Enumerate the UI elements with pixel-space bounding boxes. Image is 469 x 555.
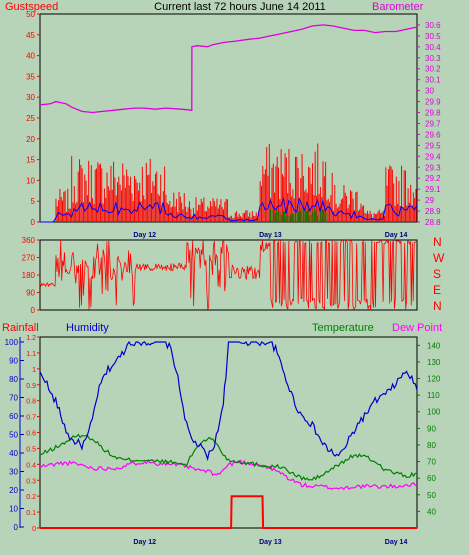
rainfall-y-tick-label: 0.1	[26, 510, 36, 517]
wind-x-tick-label: Day 12	[133, 232, 156, 239]
temperature-line	[39, 433, 418, 481]
barometer-y-tick-label: 29.6	[425, 130, 441, 139]
gust-y-tick-label: 10	[26, 176, 35, 185]
direction-compass-label: N	[433, 235, 442, 249]
rainfall-y-tick-label: 0.8	[26, 399, 36, 406]
rain-x-tick-label: Day 13	[259, 539, 282, 546]
barometer-y-tick-label: 29.2	[425, 174, 441, 183]
humidity-y-tick-label: 70	[9, 394, 18, 403]
temperature-y-tick-label: 80	[427, 441, 436, 450]
gust-y-tick-label: 40	[26, 52, 35, 61]
humidity-y-tick-label: 90	[9, 357, 18, 366]
barometer-line	[39, 24, 418, 114]
gust-y-tick-label: 5	[31, 197, 36, 206]
barometer-y-tick-label: 30.1	[425, 76, 441, 85]
gust-y-tick-label: 25	[26, 114, 35, 123]
temperature-y-tick-label: 90	[427, 424, 436, 433]
temperature-y-tick-label: 130	[427, 358, 441, 367]
temperature-y-tick-label: 120	[427, 375, 441, 384]
barometer-y-tick-label: 29.7	[425, 119, 441, 128]
gust-y-tick-label: 35	[26, 72, 35, 81]
direction-y-tick-label: 180	[22, 271, 36, 280]
humidity-line	[39, 340, 418, 462]
barometer-y-tick-label: 29	[425, 196, 434, 205]
barometer-y-tick-label: 29.5	[425, 141, 441, 150]
humidity-y-tick-label: 20	[9, 486, 18, 495]
temperature-y-tick-label: 40	[427, 507, 436, 516]
barometer-y-tick-label: 30.3	[425, 54, 441, 63]
barometer-y-tick-label: 30.2	[425, 65, 441, 74]
direction-y-tick-label: 360	[22, 236, 36, 245]
rain-x-tick-label: Day 12	[133, 539, 156, 546]
direction-y-tick-label: 270	[22, 254, 36, 263]
rainfall-y-tick-label: 0.7	[26, 415, 36, 422]
rainfall-y-tick-label: 0.3	[26, 478, 36, 485]
wind-x-tick-label: Day 14	[385, 232, 408, 239]
barometer-y-tick-label: 29.3	[425, 163, 441, 172]
gust-y-tick-label: 50	[26, 10, 35, 19]
rainfall-y-tick-label: 1.1	[26, 351, 36, 358]
gustspeed-axis-title: Gustspeed	[5, 1, 58, 13]
humidity-y-tick-label: 60	[9, 412, 18, 421]
barometer-y-tick-label: 29.8	[425, 109, 441, 118]
temperature-y-tick-label: 50	[427, 491, 436, 500]
humidity-y-tick-label: 80	[9, 375, 18, 384]
temperature-y-tick-label: 70	[427, 458, 436, 467]
rainfall-y-tick-label: 1	[32, 367, 36, 374]
temperature-axis-title: Temperature	[312, 322, 374, 334]
rainfall-y-tick-label: 0.9	[26, 383, 36, 390]
rainfall-y-tick-label: 0.2	[26, 494, 36, 501]
gust-y-tick-label: 30	[26, 93, 35, 102]
direction-compass-label: S	[433, 267, 441, 281]
rainfall-line	[40, 495, 417, 529]
gust-y-tick-label: 45	[26, 31, 35, 40]
gust-y-tick-label: 0	[31, 218, 36, 227]
rainfall-y-tick-label: 0.4	[26, 462, 36, 469]
barometer-y-tick-label: 30	[425, 87, 434, 96]
rainfall-y-tick-label: 0	[32, 526, 36, 533]
direction-y-tick-label: 90	[26, 289, 35, 298]
direction-compass-label: W	[433, 251, 445, 265]
chart-marks: 0510152025303540455028.828.92929.129.229…	[5, 10, 445, 546]
barometer-y-tick-label: 30.5	[425, 32, 441, 41]
temperature-y-tick-label: 110	[427, 391, 440, 400]
gust-y-tick-label: 15	[26, 156, 35, 165]
barometer-y-tick-label: 29.1	[425, 185, 441, 194]
rainfall-axis-title: Rainfall	[2, 322, 39, 334]
rainfall-y-tick-label: 0.5	[26, 446, 36, 453]
humidity-y-tick-label: 40	[9, 449, 18, 458]
barometer-y-tick-label: 30.4	[425, 43, 441, 52]
chart-title: Current last 72 hours June 14 2011	[154, 1, 326, 13]
gust-y-tick-label: 20	[26, 135, 35, 144]
wind-speed-line	[40, 196, 418, 223]
barometer-y-tick-label: 30.6	[425, 21, 441, 30]
barometer-y-tick-label: 28.9	[425, 207, 441, 216]
barometer-y-tick-label: 29.9	[425, 98, 441, 107]
temperature-y-tick-label: 60	[427, 474, 436, 483]
humidity-y-tick-label: 0	[14, 523, 19, 532]
humidity-y-tick-label: 10	[9, 505, 18, 514]
humidity-axis-title: Humidity	[66, 322, 109, 334]
rainfall-y-tick-label: 0.6	[26, 431, 36, 438]
temperature-y-tick-label: 140	[427, 341, 441, 350]
direction-compass-label: N	[433, 299, 442, 313]
barometer-y-tick-label: 28.8	[425, 218, 441, 227]
barometer-axis-title: Barometer	[372, 1, 424, 13]
temperature-y-tick-label: 100	[427, 408, 441, 417]
barometer-y-tick-label: 29.4	[425, 152, 441, 161]
wind-direction-trace	[39, 238, 417, 311]
dew-point-axis-title: Dew Point	[392, 322, 442, 334]
humidity-y-tick-label: 100	[5, 338, 19, 347]
wind-x-tick-label: Day 13	[259, 232, 282, 239]
rainfall-y-tick-label: 1.2	[26, 335, 36, 342]
humidity-y-tick-label: 50	[9, 431, 18, 440]
dew-point-line	[39, 459, 418, 491]
rain-x-tick-label: Day 14	[385, 539, 408, 546]
humidity-y-tick-label: 30	[9, 468, 18, 477]
direction-y-tick-label: 0	[31, 306, 36, 315]
direction-compass-label: E	[433, 283, 441, 297]
